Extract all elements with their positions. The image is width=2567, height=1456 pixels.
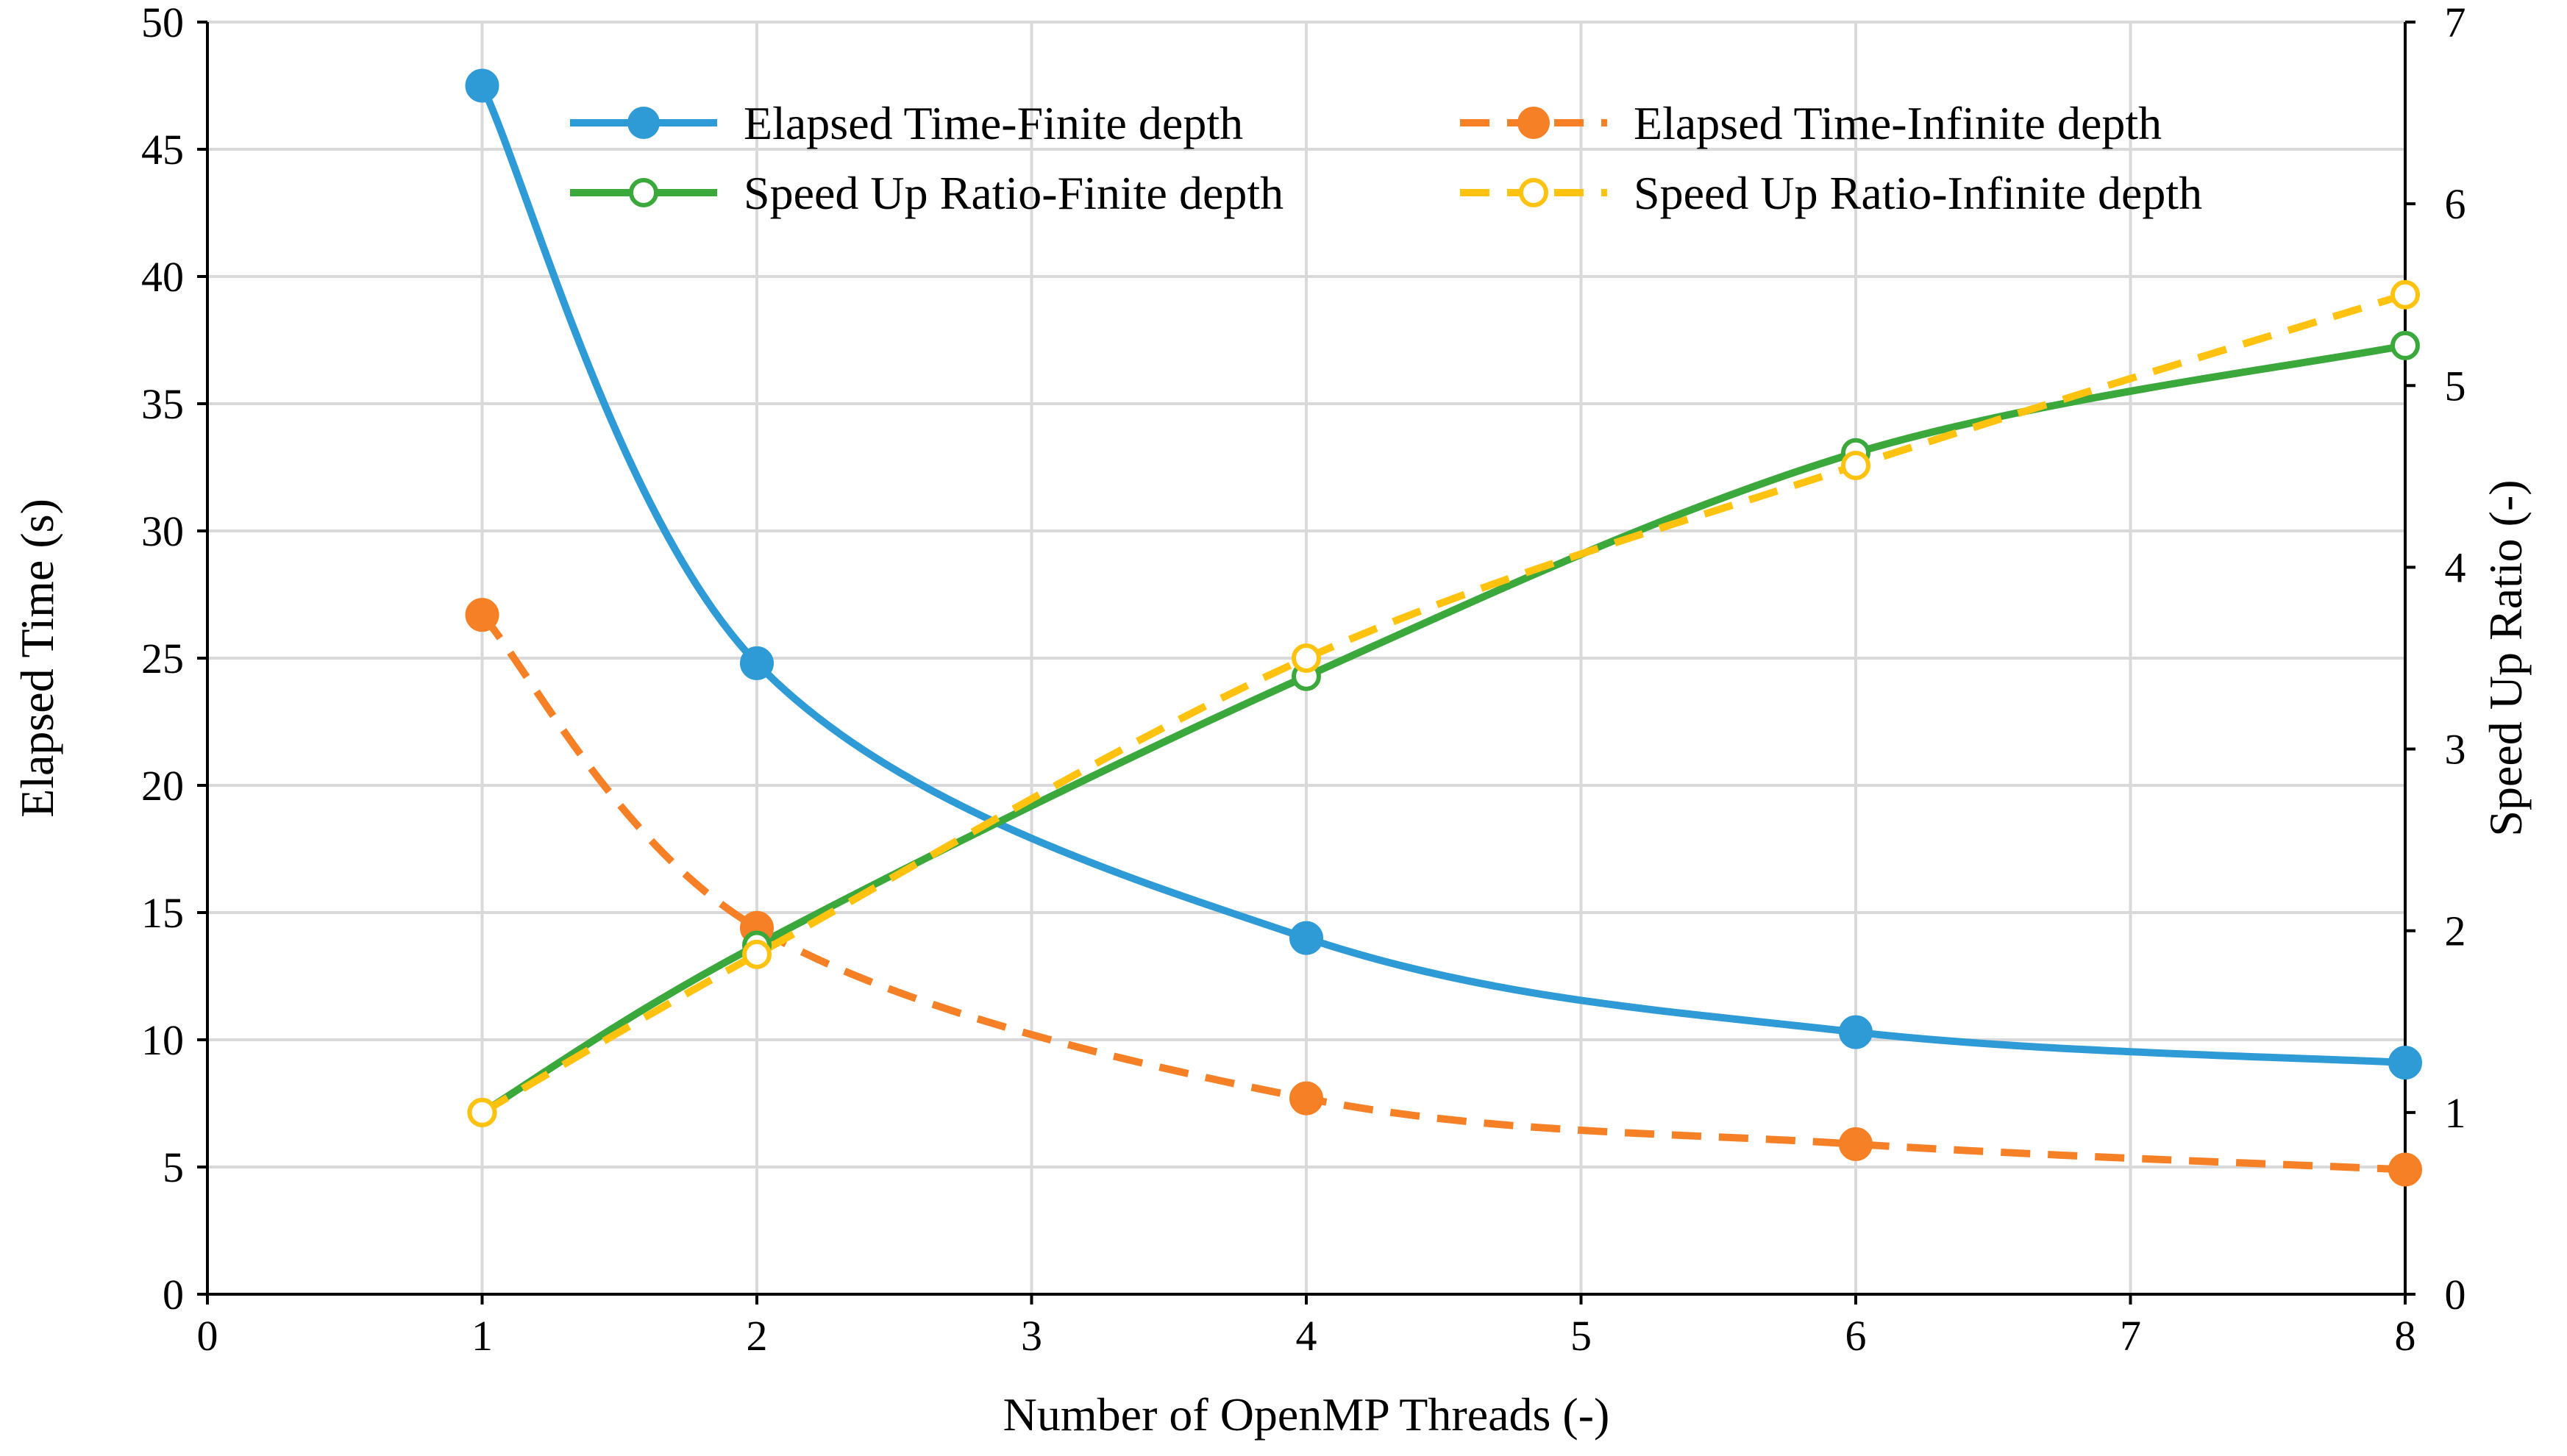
- x-tick-label: 2: [747, 1312, 768, 1360]
- right-y-tick-label: 5: [2445, 362, 2466, 410]
- right-y-tick-label: 1: [2445, 1089, 2466, 1137]
- legend: Elapsed Time-Finite depth Elapsed Time-In…: [570, 97, 2202, 219]
- left-y-tick-label: 30: [141, 507, 184, 555]
- data-point-elapsed-time-finite-depth: [2388, 1046, 2422, 1080]
- left-y-tick-label: 15: [141, 889, 184, 937]
- legend-label-speed-up-ratio-finite-depth: Speed Up Ratio-Finite depth: [744, 167, 1284, 219]
- left-y-tick-label: 5: [163, 1143, 184, 1191]
- data-point-elapsed-time-finite-depth: [1839, 1015, 1873, 1049]
- data-point-speed-up-ratio-infinite-depth: [1841, 451, 1870, 481]
- legend-label-elapsed-time-finite-depth: Elapsed Time-Finite depth: [744, 97, 1243, 149]
- right-y-tick-label: 6: [2445, 180, 2466, 228]
- right-y-tick-label: 2: [2445, 907, 2466, 955]
- left-y-axis-title: Elapsed Time (s): [11, 499, 63, 818]
- x-axis-title: Number of OpenMP Threads (-): [1003, 1388, 1610, 1441]
- left-y-tick-label: 45: [141, 126, 184, 174]
- x-tick-label: 5: [1570, 1312, 1592, 1360]
- legend-swatch-marker-elapsed-time-finite-depth: [627, 107, 660, 139]
- x-tick-label: 1: [471, 1312, 493, 1360]
- series-line-elapsed-time-finite-depth: [478, 84, 2406, 1067]
- legend-label-elapsed-time-infinite-depth: Elapsed Time-Infinite depth: [1634, 97, 2162, 149]
- x-tick-label: 6: [1845, 1312, 1867, 1360]
- data-point-elapsed-time-infinite-depth: [2388, 1152, 2422, 1187]
- x-tick-label: 0: [197, 1312, 218, 1360]
- data-point-speed-up-ratio-infinite-depth: [742, 939, 772, 969]
- left-y-tick-label: 50: [141, 0, 184, 46]
- data-point-elapsed-time-finite-depth: [465, 68, 499, 103]
- right-y-axis-title: Speed Up Ratio (-): [2479, 479, 2532, 836]
- left-y-tick-label: 20: [141, 762, 184, 810]
- legend-swatch-marker-speed-up-ratio-finite-depth: [629, 178, 658, 207]
- legend-label-speed-up-ratio-infinite-depth: Speed Up Ratio-Infinite depth: [1634, 167, 2202, 219]
- right-y-tick-label: 0: [2445, 1271, 2466, 1318]
- gridlines: [207, 21, 2405, 1294]
- x-tick-label: 8: [2395, 1312, 2416, 1360]
- x-tick-label: 7: [2120, 1312, 2141, 1360]
- data-point-elapsed-time-infinite-depth: [465, 598, 499, 632]
- left-y-tick-label: 10: [141, 1016, 184, 1064]
- markers: [465, 68, 2422, 1187]
- data-point-elapsed-time-finite-depth: [1289, 921, 1323, 955]
- x-tick-label: 4: [1296, 1312, 1317, 1360]
- data-point-elapsed-time-infinite-depth: [1839, 1127, 1873, 1161]
- right-y-tick-label: 3: [2445, 726, 2466, 774]
- data-point-speed-up-ratio-infinite-depth: [2390, 279, 2420, 310]
- right-y-tick-label: 7: [2445, 0, 2466, 46]
- series-line-speed-up-ratio-finite-depth: [480, 341, 2406, 1116]
- left-y-tick-label: 35: [141, 380, 184, 428]
- legend-swatch-marker-speed-up-ratio-infinite-depth: [1519, 178, 1548, 207]
- x-tick-label: 3: [1021, 1312, 1042, 1360]
- data-point-speed-up-ratio-infinite-depth: [1292, 643, 1321, 673]
- series-line-speed-up-ratio-infinite-depth: [480, 290, 2407, 1116]
- legend-swatch-marker-elapsed-time-infinite-depth: [1517, 107, 1550, 139]
- left-y-tick-label: 25: [141, 635, 184, 682]
- data-point-elapsed-time-infinite-depth: [1289, 1081, 1323, 1116]
- data-point-elapsed-time-finite-depth: [740, 646, 774, 680]
- left-y-tick-label: 40: [141, 253, 184, 301]
- data-point-speed-up-ratio-infinite-depth: [467, 1097, 497, 1127]
- right-y-tick-label: 4: [2445, 543, 2466, 591]
- data-point-speed-up-ratio-finite-depth: [2390, 330, 2420, 360]
- left-y-tick-label: 0: [163, 1271, 184, 1318]
